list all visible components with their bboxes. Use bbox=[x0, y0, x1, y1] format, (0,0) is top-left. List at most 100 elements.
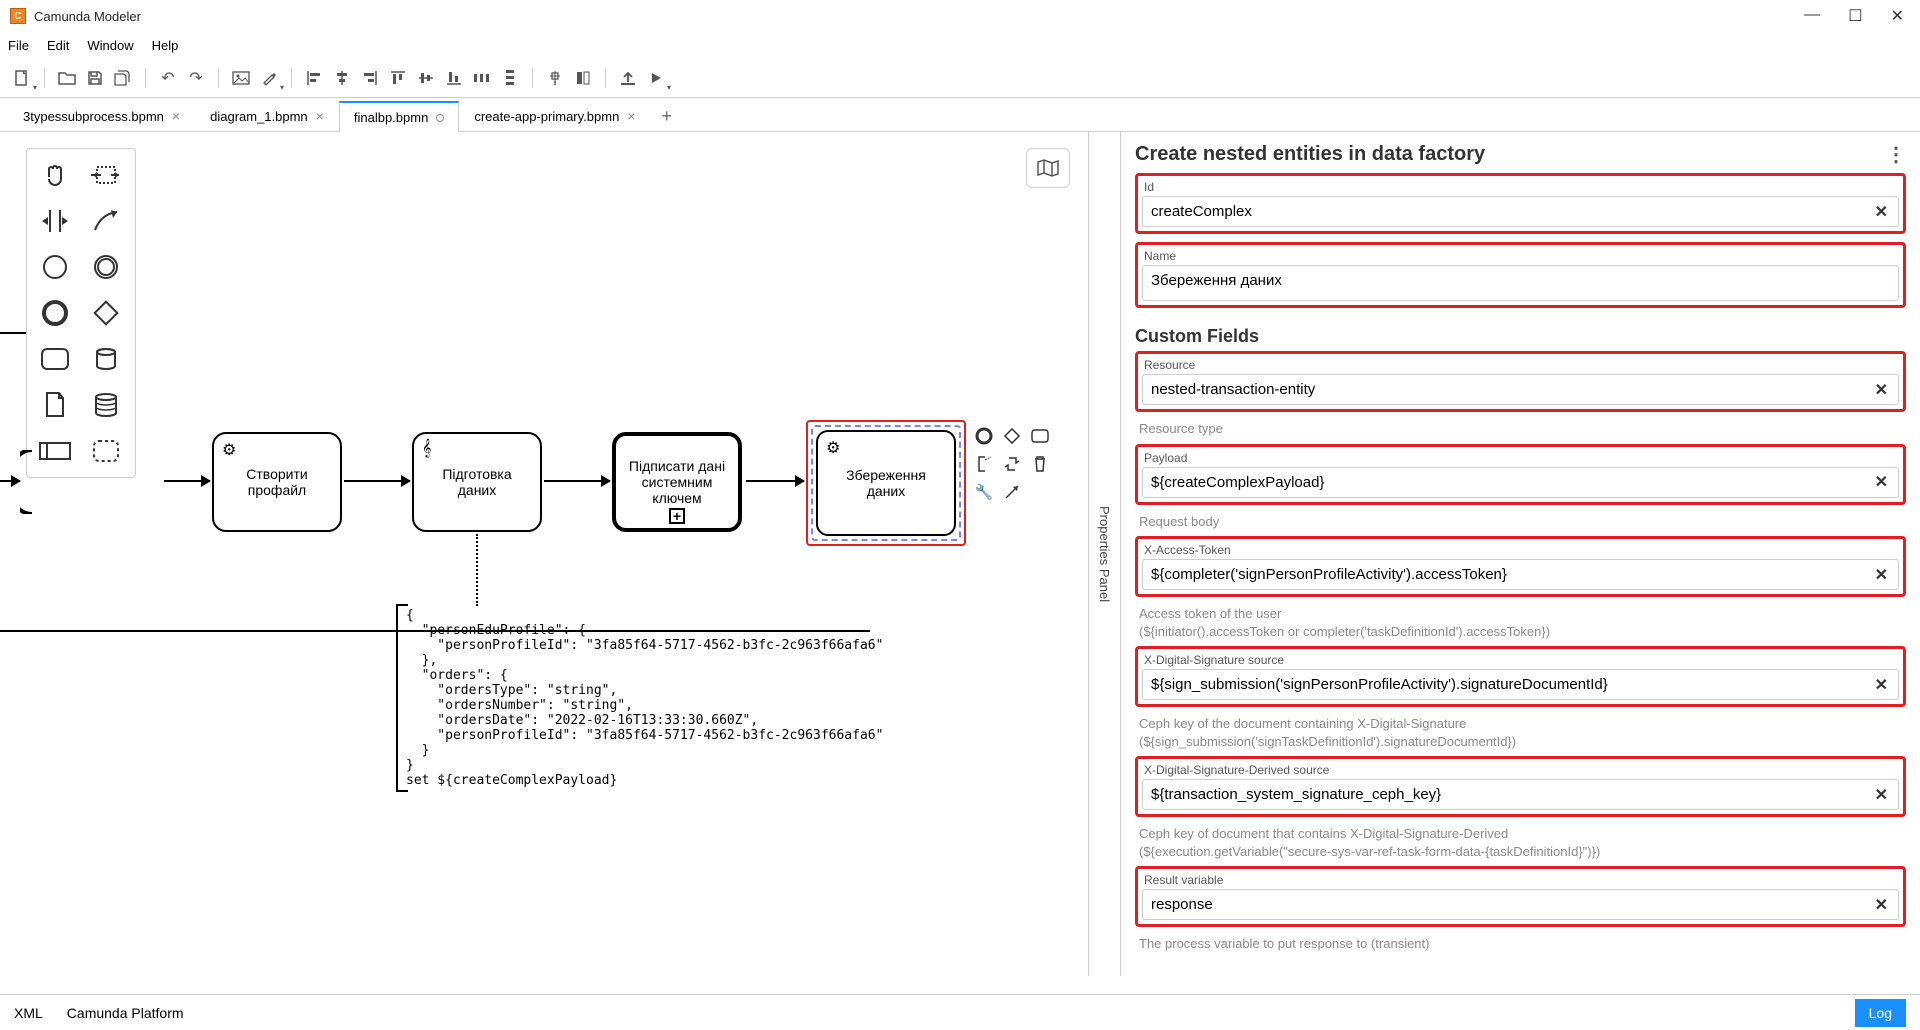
close-icon[interactable]: ✕ bbox=[1891, 6, 1904, 26]
minimap-button[interactable] bbox=[1026, 148, 1070, 188]
log-button[interactable]: Log bbox=[1855, 999, 1906, 1027]
association[interactable] bbox=[476, 534, 478, 606]
sequence-flow[interactable] bbox=[544, 480, 610, 482]
id-input[interactable] bbox=[1143, 197, 1865, 226]
pad-replace-icon[interactable] bbox=[1000, 452, 1024, 476]
payload-input[interactable] bbox=[1143, 468, 1865, 497]
menu-file[interactable]: File bbox=[8, 38, 29, 53]
properties-panel-toggle[interactable]: Properties Panel bbox=[1088, 132, 1120, 976]
text-annotation[interactable]: { "personEduProfile": { "personProfileId… bbox=[396, 604, 883, 792]
clear-icon[interactable]: ✕ bbox=[1865, 202, 1898, 222]
align-top-button[interactable] bbox=[386, 66, 410, 90]
tab-close-icon[interactable]: × bbox=[172, 108, 180, 124]
task-prepare-data[interactable]: 𝄞Підготовка даних bbox=[412, 432, 542, 532]
sequence-flow[interactable] bbox=[164, 480, 210, 482]
menu-help[interactable]: Help bbox=[152, 38, 179, 53]
data-object-icon[interactable] bbox=[33, 385, 77, 425]
clear-icon[interactable]: ✕ bbox=[1865, 675, 1898, 695]
sequence-flow[interactable] bbox=[0, 480, 20, 482]
deploy-button[interactable] bbox=[616, 66, 640, 90]
distribute-v-button[interactable] bbox=[498, 66, 522, 90]
redo-button[interactable]: ↷ bbox=[184, 66, 208, 90]
pad-task-icon[interactable] bbox=[1028, 424, 1052, 448]
find-button[interactable] bbox=[543, 66, 567, 90]
menu-edit[interactable]: Edit bbox=[47, 38, 69, 53]
image-button[interactable] bbox=[229, 66, 253, 90]
field-payload: Payload ✕ bbox=[1135, 444, 1906, 505]
participant-icon[interactable] bbox=[33, 431, 77, 471]
tab-label: finalbp.bpmn bbox=[354, 110, 428, 125]
data-store-icon-2[interactable] bbox=[84, 385, 128, 425]
lasso-tool-icon[interactable] bbox=[84, 155, 128, 195]
subprocess-expand-icon[interactable]: + bbox=[669, 508, 685, 524]
platform-label[interactable]: Camunda Platform bbox=[67, 1005, 184, 1021]
tab-close-icon[interactable]: × bbox=[627, 108, 635, 124]
save-button[interactable] bbox=[83, 66, 107, 90]
end-event-icon[interactable] bbox=[33, 293, 77, 333]
menubar: File Edit Window Help bbox=[0, 32, 1920, 58]
align-right-button[interactable] bbox=[358, 66, 382, 90]
tab-close-icon[interactable]: × bbox=[316, 108, 324, 124]
undo-button[interactable]: ↶ bbox=[156, 66, 180, 90]
separator bbox=[532, 68, 533, 88]
gateway-icon[interactable] bbox=[84, 293, 128, 333]
task-create-profile[interactable]: ⚙Створити профайл bbox=[212, 432, 342, 532]
task-sign-data[interactable]: Підписати дані системним ключем+ bbox=[612, 432, 742, 532]
clear-icon[interactable]: ✕ bbox=[1865, 472, 1898, 492]
tool-palette bbox=[26, 148, 136, 478]
tab-add-button[interactable]: + bbox=[650, 101, 683, 131]
space-tool-icon[interactable] bbox=[33, 201, 77, 241]
align-bottom-button[interactable] bbox=[442, 66, 466, 90]
new-file-button[interactable] bbox=[10, 66, 34, 90]
token-input[interactable] bbox=[1143, 560, 1865, 589]
result-help: The process variable to put response to … bbox=[1139, 935, 1906, 953]
result-input[interactable] bbox=[1143, 890, 1865, 919]
resource-input[interactable] bbox=[1143, 375, 1865, 404]
color-button[interactable] bbox=[257, 66, 281, 90]
maximize-icon[interactable]: ☐ bbox=[1848, 6, 1862, 26]
align-left-button[interactable] bbox=[302, 66, 326, 90]
task-save-data-selected[interactable]: ⚙Збереження даних bbox=[806, 420, 966, 546]
task-icon[interactable] bbox=[33, 339, 77, 379]
menu-window[interactable]: Window bbox=[87, 38, 133, 53]
minimize-icon[interactable]: — bbox=[1804, 6, 1820, 26]
tab-finalbp[interactable]: finalbp.bpmn bbox=[339, 101, 459, 132]
distribute-h-button[interactable] bbox=[470, 66, 494, 90]
pad-gateway-icon[interactable] bbox=[1000, 424, 1024, 448]
name-input[interactable]: Збереження даних bbox=[1143, 266, 1898, 300]
save-all-button[interactable] bbox=[111, 66, 135, 90]
view-xml-button[interactable]: XML bbox=[14, 1005, 43, 1021]
sequence-flow[interactable] bbox=[746, 480, 804, 482]
clear-icon[interactable]: ✕ bbox=[1865, 380, 1898, 400]
connect-tool-icon[interactable] bbox=[84, 201, 128, 241]
clear-icon[interactable]: ✕ bbox=[1865, 565, 1898, 585]
main-area: ⚙Створити профайл 𝄞Підготовка даних Підп… bbox=[0, 132, 1920, 976]
group-icon[interactable] bbox=[84, 431, 128, 471]
sig-input[interactable] bbox=[1143, 670, 1865, 699]
hand-tool-icon[interactable] bbox=[33, 155, 77, 195]
sigd-input[interactable] bbox=[1143, 780, 1865, 809]
panel-title-text: Create nested entities in data factory bbox=[1135, 143, 1485, 166]
intermediate-event-icon[interactable] bbox=[84, 247, 128, 287]
align-center-h-button[interactable] bbox=[330, 66, 354, 90]
clear-icon[interactable]: ✕ bbox=[1865, 895, 1898, 915]
tab-3typessubprocess[interactable]: 3typessubprocess.bpmn× bbox=[8, 100, 195, 131]
toggle-button[interactable] bbox=[571, 66, 595, 90]
pad-connect-icon[interactable] bbox=[1000, 480, 1024, 504]
sequence-flow[interactable] bbox=[344, 480, 410, 482]
pad-annotation-icon[interactable] bbox=[972, 452, 996, 476]
tab-create-app-primary[interactable]: create-app-primary.bpmn× bbox=[459, 100, 650, 131]
tab-diagram1[interactable]: diagram_1.bpmn× bbox=[195, 100, 339, 131]
app-icon: C bbox=[10, 8, 26, 24]
panel-menu-icon[interactable]: ⋮ bbox=[1886, 142, 1906, 167]
align-center-v-button[interactable] bbox=[414, 66, 438, 90]
diagram-canvas[interactable]: ⚙Створити профайл 𝄞Підготовка даних Підп… bbox=[0, 132, 1088, 976]
pad-delete-icon[interactable] bbox=[1028, 452, 1052, 476]
run-button[interactable] bbox=[644, 66, 668, 90]
open-button[interactable] bbox=[55, 66, 79, 90]
start-event-icon[interactable] bbox=[33, 247, 77, 287]
data-store-icon[interactable] bbox=[84, 339, 128, 379]
clear-icon[interactable]: ✕ bbox=[1865, 785, 1898, 805]
pad-event-icon[interactable] bbox=[972, 424, 996, 448]
pad-wrench-icon[interactable]: 🔧 bbox=[972, 480, 996, 504]
